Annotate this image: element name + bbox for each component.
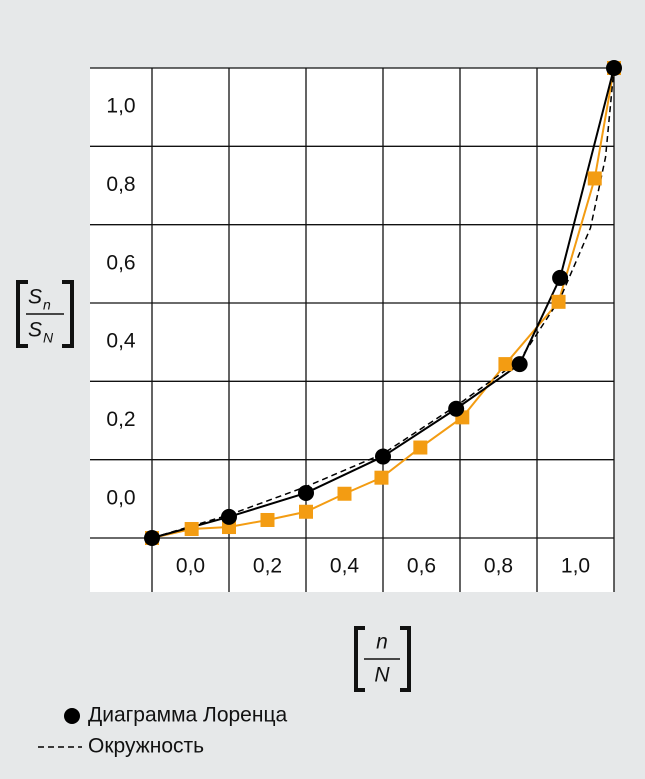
x-tick-label: 0,8	[484, 555, 513, 578]
y-tick-label: 0,0	[106, 486, 135, 509]
point	[551, 294, 566, 309]
x-tick-label: 1,0	[561, 555, 590, 578]
bracket	[62, 280, 74, 348]
label-text: S	[28, 319, 42, 342]
legend-label: Окружность	[88, 735, 204, 758]
point	[221, 508, 237, 525]
point	[374, 470, 389, 485]
y-tick-label: 0,4	[106, 330, 136, 353]
y-axis-label: S n S N	[16, 280, 74, 348]
point	[448, 400, 465, 417]
point	[337, 486, 352, 501]
point	[299, 504, 313, 519]
y-tick-label: 0,6	[106, 251, 135, 274]
point	[260, 512, 275, 527]
plot-background	[90, 68, 614, 592]
y-tick-label: 0,2	[106, 408, 135, 431]
bracket	[400, 626, 411, 692]
bracket	[354, 626, 365, 692]
bracket	[16, 280, 28, 348]
point	[498, 357, 513, 372]
point	[298, 484, 314, 501]
point	[413, 440, 428, 455]
y-tick-label: 1,0	[106, 95, 135, 118]
x-tick-label: 0,0	[176, 555, 205, 578]
label-text: N	[374, 664, 390, 687]
point	[184, 521, 199, 536]
legend-marker	[64, 708, 80, 724]
series-layer	[144, 60, 622, 546]
point	[606, 60, 622, 76]
point	[587, 171, 602, 186]
point	[552, 269, 569, 286]
label-text: n	[376, 631, 388, 654]
series-line	[151, 67, 615, 539]
grid: 0,0 0,2 0,4 0,6 0,8 1,0 0,0 0,2 0,4 0,6 0,8 1,0	[90, 67, 615, 592]
label-text: n	[43, 297, 51, 313]
x-tick-label: 0,2	[253, 555, 282, 578]
series-line	[151, 67, 615, 539]
x-axis-label: n N	[354, 626, 411, 692]
label-text: N	[43, 330, 54, 346]
x-tick-label: 0,6	[407, 555, 436, 578]
label-text: S	[28, 286, 42, 309]
x-tick-label: 0,4	[330, 555, 360, 578]
point	[144, 530, 160, 546]
legend-label: Диаграмма Лоренца	[88, 704, 287, 727]
y-tick-label: 0,8	[106, 173, 135, 196]
point	[511, 356, 528, 373]
point	[375, 448, 391, 465]
legend: Диаграмма Лоренца Окружность	[38, 704, 287, 758]
